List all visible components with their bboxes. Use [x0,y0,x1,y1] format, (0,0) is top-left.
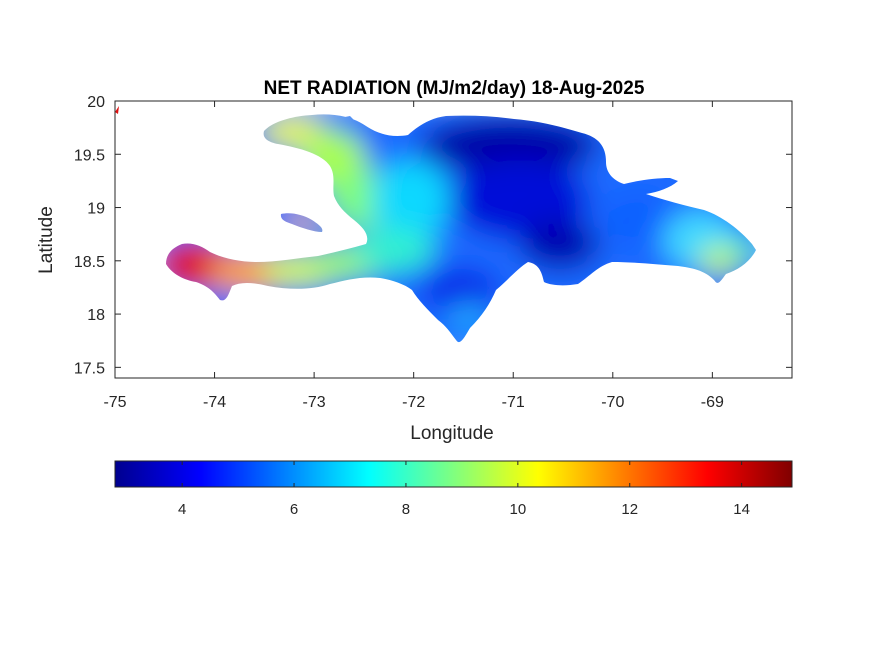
colorbar-tick-label: 4 [178,501,186,518]
colorbar-tick-label: 12 [621,501,638,518]
x-tick-label: -74 [203,394,226,411]
axes-box [114,100,793,379]
x-tick-label: -72 [402,394,425,411]
x-ticks: -75 -74 -73 -72 -71 -70 -69 [103,101,724,411]
y-axis-label: Latitude [36,206,57,274]
map-axes: -75 -74 -73 -72 -71 -70 -69 17.5 18 18.5 19 19.5 20 [74,94,793,411]
radiation-field [166,114,756,343]
y-tick-label: 19.5 [74,147,105,164]
colorbar-gradient [114,460,793,488]
x-tick-label: -71 [502,394,525,411]
colorbar: 4 6 8 10 12 14 [114,460,793,518]
y-ticks: 17.5 18 18.5 19 19.5 20 [74,94,792,377]
y-tick-label: 18 [87,307,105,324]
x-tick-label: -70 [601,394,624,411]
data-speck [115,106,119,114]
x-tick-label: -73 [303,394,326,411]
map-title: NET RADIATION (MJ/m2/day) 18-Aug-2025 [264,78,645,99]
x-tick-label: -75 [103,394,126,411]
colorbar-tick-label: 10 [509,501,526,518]
y-tick-label: 17.5 [74,360,105,377]
colorbar-tick-label: 14 [733,501,750,518]
x-tick-label: -69 [701,394,724,411]
x-axis-label: Longitude [410,423,493,444]
y-tick-label: 20 [87,94,105,111]
colorbar-ticks: 4 6 8 10 12 14 [178,461,750,518]
colorbar-tick-label: 6 [290,501,298,518]
colorbar-tick-label: 8 [402,501,410,518]
y-tick-label: 18.5 [74,254,105,271]
y-tick-label: 19 [87,201,105,218]
